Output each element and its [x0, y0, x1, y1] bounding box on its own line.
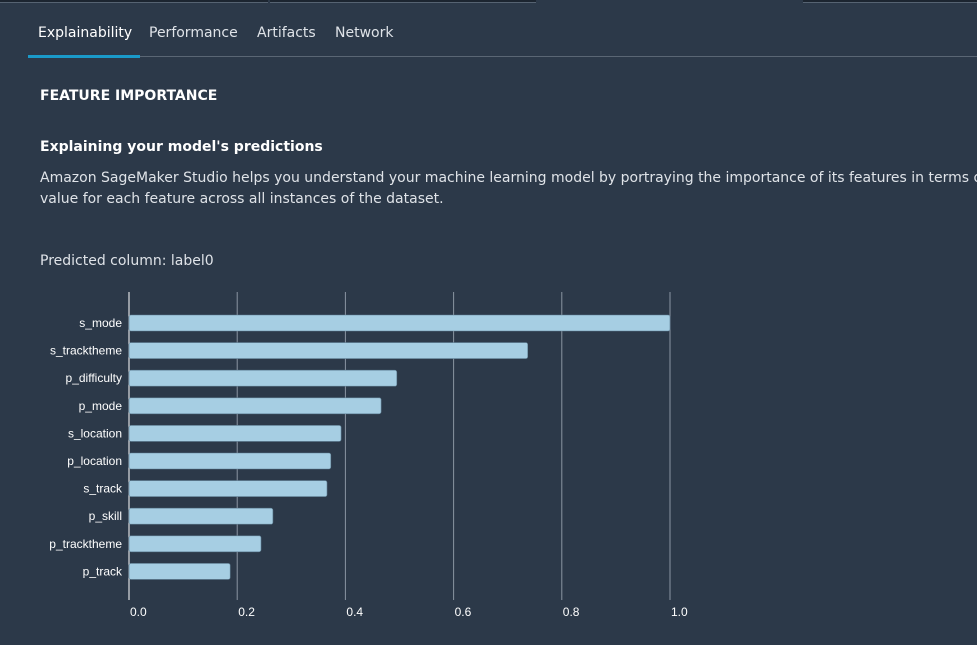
- bar-p_track: [128, 563, 231, 580]
- y-tick-label: p_tracktheme: [49, 537, 122, 551]
- description-line-2: value for each feature across all instan…: [40, 191, 444, 207]
- y-tick-label: p_track: [83, 564, 123, 578]
- window-top-strip: [0, 0, 977, 3]
- bar-p_difficulty: [128, 369, 398, 387]
- tab-network[interactable]: Network: [335, 25, 394, 41]
- bar-p_location: [128, 452, 332, 470]
- y-tick-label: s_mode: [79, 316, 122, 330]
- bar-s_mode: [128, 314, 671, 332]
- x-tick-label: 0.0: [130, 605, 147, 619]
- y-tick-label: p_skill: [89, 509, 122, 523]
- active-tab-indicator: [28, 55, 140, 58]
- section-title: FEATURE IMPORTANCE: [40, 88, 218, 104]
- tab-explainability[interactable]: Explainability: [38, 25, 133, 41]
- x-tick-label: 1.0: [671, 605, 688, 619]
- bar-s_location: [128, 425, 342, 442]
- bar-p_tracktheme: [128, 535, 262, 553]
- bar-s_track: [128, 480, 328, 497]
- x-tick-label: 0.8: [563, 605, 580, 619]
- bar-s_tracktheme: [128, 342, 529, 359]
- tab-bar: Explainability Performance Artifacts Net…: [28, 22, 977, 58]
- x-tick-label: 0.2: [238, 605, 255, 619]
- tab-artifacts[interactable]: Artifacts: [257, 25, 316, 41]
- bar-p_skill: [128, 507, 274, 525]
- bar-p_mode: [128, 397, 382, 415]
- description: Amazon SageMaker Studio helps you unders…: [40, 168, 977, 210]
- x-tick-label: 0.6: [455, 605, 472, 619]
- y-tick-label: s_location: [68, 426, 122, 440]
- y-tick-label: p_mode: [79, 399, 123, 413]
- x-tick-label: 0.4: [346, 605, 363, 619]
- tab-performance[interactable]: Performance: [149, 25, 238, 41]
- y-tick-label: s_track: [83, 482, 123, 496]
- subtitle: Explaining your model's predictions: [40, 139, 323, 155]
- y-tick-label: p_difficulty: [66, 371, 122, 385]
- y-tick-label: s_tracktheme: [50, 344, 122, 358]
- y-tick-label: p_location: [67, 454, 122, 468]
- description-line-1: Amazon SageMaker Studio helps you unders…: [40, 170, 977, 186]
- predicted-column: Predicted column: label0: [40, 253, 214, 269]
